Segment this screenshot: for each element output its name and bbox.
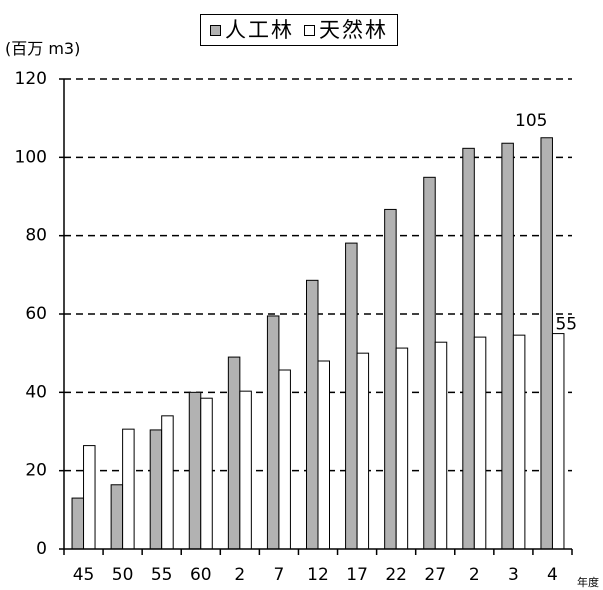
legend-item-planted-forest: 人工林 [210,17,294,42]
x-tick-label: 2 [234,565,245,585]
bar-natural-forest [551,333,565,550]
bar-natural-forest [122,428,135,550]
x-tick-label: 22 [385,565,407,585]
bar-natural-forest [434,341,448,550]
bar-natural-forest [512,334,526,550]
bar-planted-forest [384,208,397,550]
data-labels: 105 55 [515,111,577,335]
data-label-planted-forest: 105 [515,111,547,131]
y-axis: 0 20 40 60 80 100 120 [15,69,65,559]
x-axis: 45 50 55 60 2 7 12 17 22 27 2 3 4 [63,548,573,585]
x-tick-label: 2 [469,565,480,585]
legend-swatch-planted-forest [210,24,221,36]
series-natural-forest [83,333,565,550]
bar-planted-forest [227,356,241,550]
x-tick-label: 12 [307,565,329,585]
bar-planted-forest [540,137,553,550]
y-axis-label: (百万 m3) [5,39,81,58]
bar-planted-forest [71,497,85,550]
legend-item-natural-forest: 天然林 [304,17,388,42]
x-tick-label: 60 [190,565,212,585]
legend-label-planted-forest: 人工林 [225,17,294,42]
bar-natural-forest [239,390,252,550]
y-tick-label: 80 [25,226,47,246]
x-tick-label: 45 [73,565,95,585]
bar-planted-forest [423,176,436,550]
bar-planted-forest [462,147,475,550]
bar-natural-forest [161,415,174,550]
x-tick-label: 4 [547,565,558,585]
legend-swatch-natural-forest [304,24,315,36]
bar-natural-forest [83,445,96,550]
x-tick-label: 7 [274,565,285,585]
bar-planted-forest [345,242,358,550]
data-label-natural-forest: 55 [555,315,577,335]
legend-label-natural-forest: 天然林 [319,17,388,42]
bar-natural-forest [473,336,487,550]
bar-planted-forest [188,391,202,550]
legend: 人工林 天然林 [200,14,398,46]
y-tick-label: 0 [36,539,47,559]
bar-natural-forest [200,397,213,550]
y-tick-label: 100 [15,147,47,167]
x-tick-label: 3 [508,565,519,585]
x-tick-label: 27 [424,565,446,585]
bar-natural-forest [278,369,291,550]
bar-natural-forest [395,347,409,550]
y-tick-label: 20 [25,461,47,481]
y-tick-label: 120 [15,69,47,89]
y-tick-label: 60 [25,304,47,324]
bar-planted-forest [501,142,514,550]
x-tick-label: 50 [112,565,134,585]
bar-planted-forest [306,279,319,550]
x-tick-label: 55 [151,565,173,585]
bar-natural-forest [317,360,330,550]
bar-planted-forest [266,315,280,550]
x-tick-label: 17 [346,565,368,585]
x-axis-label: 年度 [577,576,599,589]
y-tick-label: 40 [25,382,47,402]
bar-planted-forest [110,484,124,550]
bar-natural-forest [356,352,370,550]
bar-planted-forest [149,429,163,550]
